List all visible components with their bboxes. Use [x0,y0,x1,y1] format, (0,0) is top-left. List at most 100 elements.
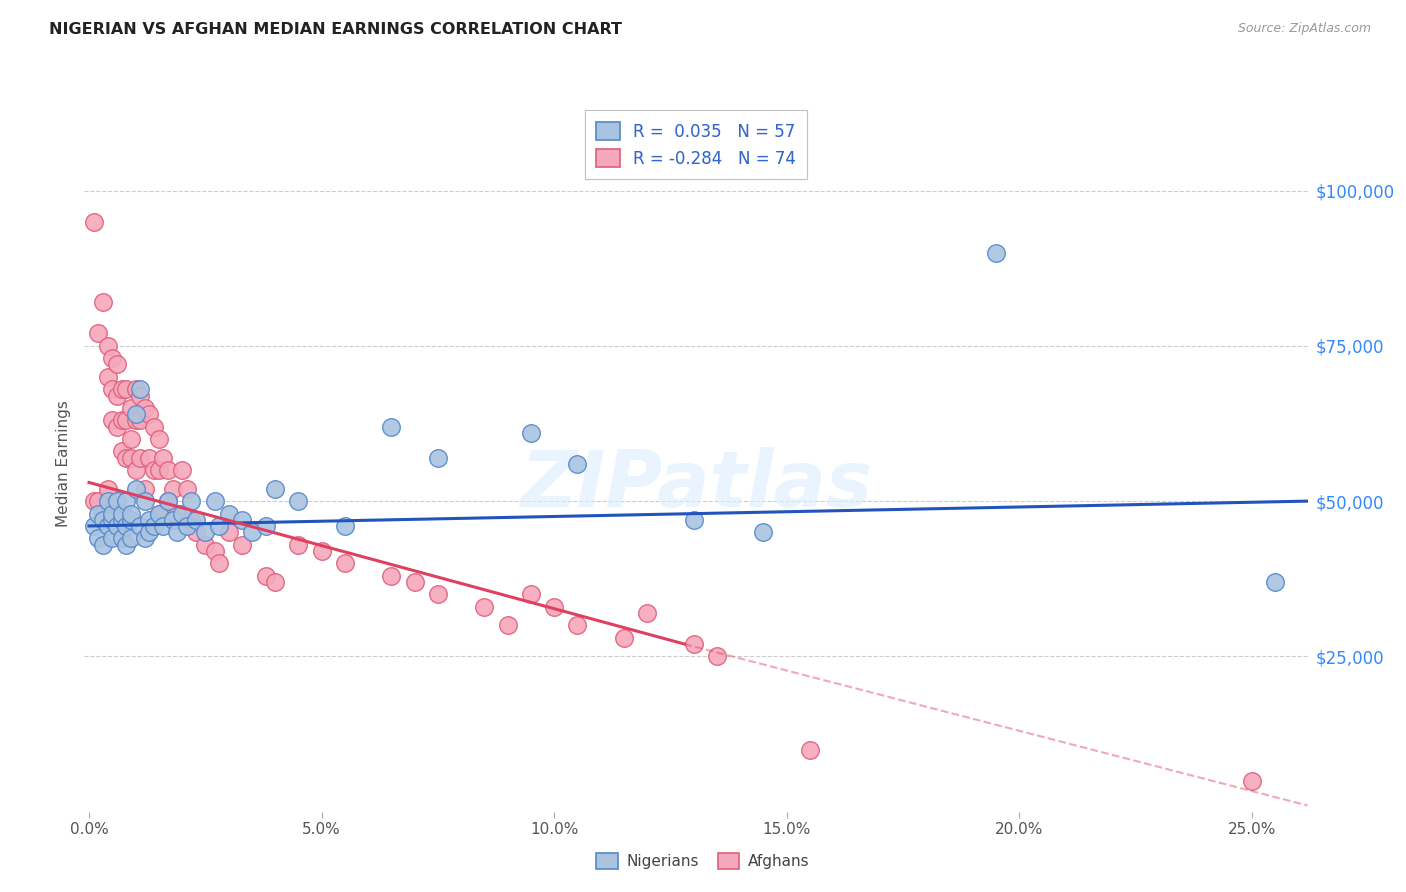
Point [152,519,174,533]
Point [134,494,156,508]
Point [170,507,193,521]
Point [333,556,356,570]
Point [134,532,156,546]
Point [1264,574,1286,589]
Point [231,513,253,527]
Point [120,507,142,521]
Point [129,382,152,396]
Point [105,388,128,402]
Point [380,419,402,434]
Point [129,519,152,533]
Point [110,382,132,396]
Point [520,587,543,601]
Point [83,519,105,533]
Point [613,631,636,645]
Point [120,513,142,527]
Point [143,519,166,533]
Point [162,482,184,496]
Point [97,519,120,533]
Point [97,369,120,384]
Point [166,507,188,521]
Point [194,538,217,552]
Point [333,519,356,533]
Point [115,494,138,508]
Point [218,507,240,521]
Point [134,401,156,415]
Point [143,419,166,434]
Legend: Nigerians, Afghans: Nigerians, Afghans [591,847,815,875]
Point [799,742,821,756]
Point [87,507,110,521]
Point [91,513,114,527]
Text: Source: ZipAtlas.com: Source: ZipAtlas.com [1237,22,1371,36]
Point [115,382,138,396]
Point [124,407,146,421]
Point [101,532,124,546]
Point [157,494,180,508]
Point [184,513,207,527]
Point [101,507,124,521]
Point [83,214,105,228]
Point [101,513,124,527]
Point [176,482,198,496]
Point [105,358,128,372]
Point [110,444,132,458]
Point [101,382,124,396]
Point [91,538,114,552]
Point [120,532,142,546]
Point [124,463,146,477]
Point [110,513,132,527]
Point [157,494,180,508]
Point [138,525,160,540]
Point [120,450,142,465]
Point [240,525,263,540]
Point [162,513,184,527]
Point [231,538,253,552]
Point [129,388,152,402]
Point [984,245,1007,260]
Point [682,513,704,527]
Point [105,419,128,434]
Point [264,482,287,496]
Point [166,525,188,540]
Point [208,556,231,570]
Point [148,507,170,521]
Point [254,568,277,582]
Point [148,507,170,521]
Point [110,507,132,521]
Point [101,351,124,366]
Point [152,450,174,465]
Point [105,519,128,533]
Point [115,413,138,427]
Point [287,494,309,508]
Point [162,513,184,527]
Point [567,457,589,471]
Point [180,513,202,527]
Point [120,432,142,446]
Point [129,450,152,465]
Point [120,401,142,415]
Y-axis label: Median Earnings: Median Earnings [56,401,72,527]
Point [287,538,309,552]
Point [496,618,519,632]
Point [706,649,728,664]
Point [567,618,589,632]
Point [115,450,138,465]
Point [254,519,277,533]
Point [110,413,132,427]
Point [426,450,449,465]
Point [124,482,146,496]
Point [143,463,166,477]
Text: NIGERIAN VS AFGHAN MEDIAN EARNINGS CORRELATION CHART: NIGERIAN VS AFGHAN MEDIAN EARNINGS CORRE… [49,22,623,37]
Point [184,525,207,540]
Point [404,574,426,589]
Point [148,463,170,477]
Point [472,599,495,614]
Point [129,413,152,427]
Point [311,543,333,558]
Point [682,637,704,651]
Point [91,507,114,521]
Point [105,494,128,508]
Point [101,507,124,521]
Point [87,494,110,508]
